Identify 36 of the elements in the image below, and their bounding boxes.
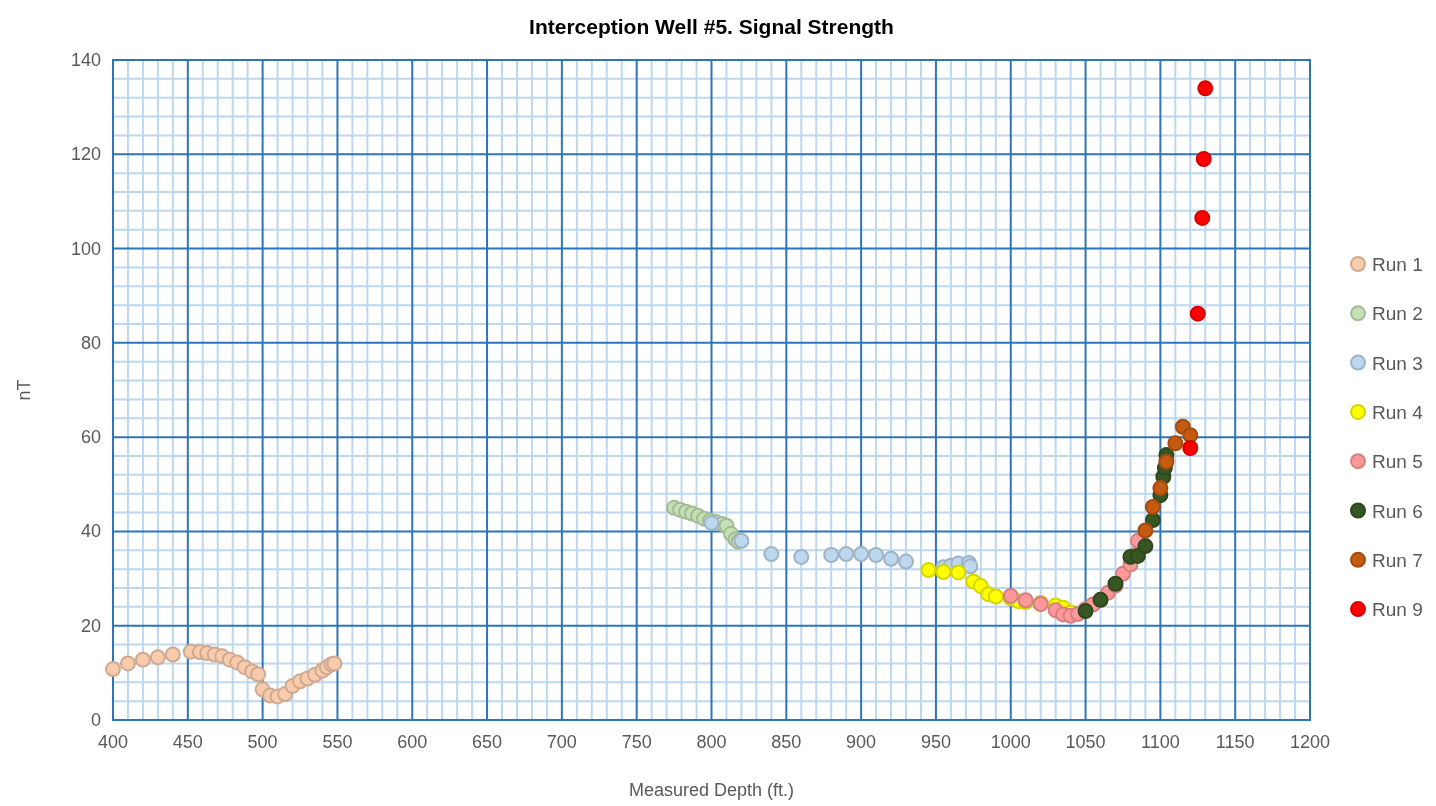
y-tick-label: 80 xyxy=(80,332,101,353)
x-tick-label: 650 xyxy=(472,732,503,752)
y-tick-label: 140 xyxy=(70,50,101,70)
y-tick-label: 100 xyxy=(70,238,101,259)
x-tick-label: 600 xyxy=(397,732,428,752)
x-tick-label: 1200 xyxy=(1289,732,1331,752)
legend-label: Run 7 xyxy=(1372,549,1423,571)
legend-label: Run 9 xyxy=(1372,599,1423,621)
y-tick-label: 60 xyxy=(80,427,101,448)
y-tick-label: 40 xyxy=(80,521,101,542)
legend-label: Run 4 xyxy=(1372,401,1424,423)
x-axis-title: Measured Depth (ft.) xyxy=(628,780,795,800)
x-tick-label: 1100 xyxy=(1141,732,1180,752)
x-tick-label: 400 xyxy=(97,732,129,752)
y-axis-title: nT xyxy=(14,379,34,401)
y-tick-label: 0 xyxy=(90,710,101,730)
legend-label: Run 5 xyxy=(1372,451,1423,473)
legend-label: Run 3 xyxy=(1372,352,1423,374)
chart-title: Interception Well #5. Signal Strength xyxy=(529,15,894,38)
x-tick-label: 750 xyxy=(621,732,652,752)
x-tick-label: 800 xyxy=(696,732,727,752)
y-tick-label: 120 xyxy=(70,144,101,165)
x-tick-label: 700 xyxy=(546,732,577,752)
x-tick-label: 900 xyxy=(846,732,877,752)
x-tick-label: 550 xyxy=(322,732,353,752)
x-tick-label: 850 xyxy=(771,732,802,752)
x-tick-label: 500 xyxy=(247,732,278,752)
legend-label: Run 1 xyxy=(1372,254,1423,275)
legend-label: Run 6 xyxy=(1372,500,1423,522)
x-tick-label: 1050 xyxy=(1065,732,1106,752)
x-tick-label: 450 xyxy=(172,732,203,752)
y-tick-label: 20 xyxy=(80,615,101,636)
x-tick-label: 1150 xyxy=(1215,732,1255,752)
x-tick-label: 1000 xyxy=(990,732,1031,752)
legend-label: Run 2 xyxy=(1372,303,1423,325)
x-tick-label: 950 xyxy=(920,732,951,752)
